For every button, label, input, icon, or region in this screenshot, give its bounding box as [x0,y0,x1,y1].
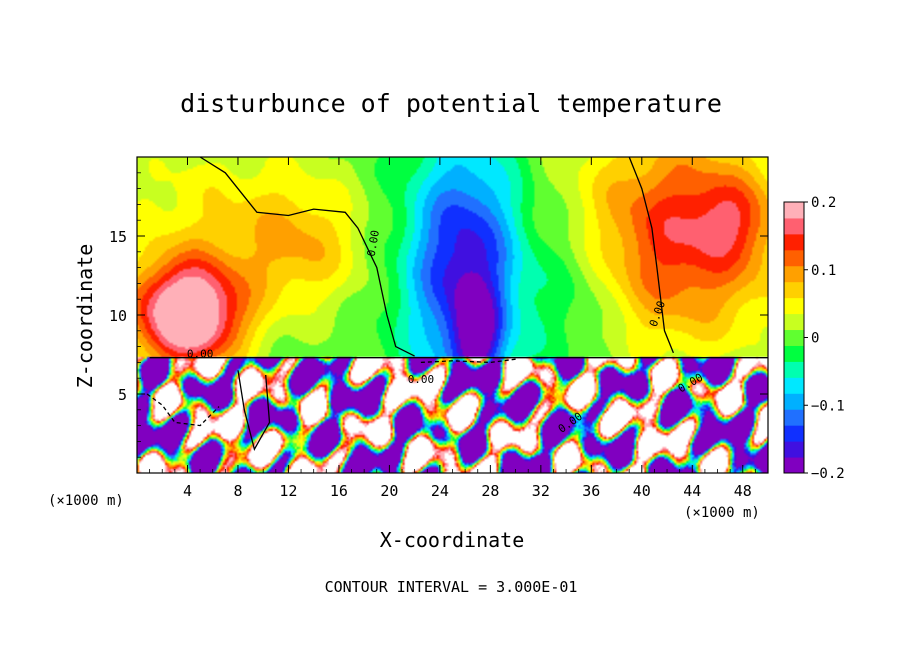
x-unit-label-right: (×1000 m) [684,505,760,521]
x-tick-label: 32 [532,482,550,500]
y-ticks: 5 10 15 [109,172,768,458]
contour-line [237,370,271,452]
colorbar-tick-label: −0.1 [811,398,845,414]
colorbar-band [784,457,804,474]
colorbar-band [784,425,804,442]
colorbar: 0.2 0.1 0 −0.1 −0.2 [783,195,845,482]
colorbar-tick-label: 0.2 [811,195,836,211]
colorbar-band [784,265,804,283]
colorbar-band [784,345,804,362]
colorbar-tick-label: 0 [811,331,819,347]
x-tick-label: 24 [431,482,449,500]
x-axis-label: X-coordinate [380,528,525,552]
x-tick-label: 36 [582,482,600,500]
y-tick-label: 10 [109,307,127,325]
x-tick-label: 16 [330,482,348,500]
contour-lines: 0.000.000.000.00 0.000.00 [146,156,768,452]
contour-interval-footer: CONTOUR INTERVAL = 3.000E-01 [325,578,578,596]
colorbar-band [784,202,804,219]
colorbar-band [784,249,804,267]
contour-line [420,358,516,364]
contour-label: 0.00 [408,373,435,386]
contour-line [199,156,415,357]
colorbar-ticks: 0.2 0.1 0 −0.1 −0.2 [804,195,845,482]
colorbar-band [784,297,804,315]
colorbar-band [784,313,804,331]
colorbar-tick-label: 0.1 [811,263,836,279]
colorbar-tick-label: −0.2 [811,466,845,482]
colorbar-band [784,233,804,251]
x-tick-label: 20 [380,482,398,500]
colorbar-bands [784,202,804,474]
x-tick-label: 44 [683,482,701,500]
plot-area: 0.000.000.000.00 0.000.00 4 8 12 16 20 24 28 32 3… [109,156,769,500]
x-ticks: 4 8 12 16 20 24 28 32 36 40 44 48 [149,157,756,500]
x-unit-label-left: (×1000 m) [48,493,124,509]
x-tick-label: 28 [481,482,499,500]
chart-title: disturbunce of potential temperature [180,89,722,118]
colorbar-band [784,393,804,410]
y-tick-label: 5 [118,386,127,404]
x-tick-label: 4 [183,482,192,500]
x-tick-label: 8 [233,482,242,500]
colorbar-band [784,377,804,394]
x-tick-label: 12 [279,482,297,500]
x-tick-label: 48 [734,482,752,500]
contour-label: 0.00 [365,229,382,257]
colorbar-band [784,281,804,299]
y-tick-label: 15 [109,228,127,246]
colorbar-band [784,329,804,346]
contour-label: 0.00 [187,348,214,361]
x-tick-label: 40 [633,482,651,500]
colorbar-band [784,409,804,426]
y-axis-label: Z-coordinate [73,244,97,389]
heatmap-field [137,157,768,473]
contour-line [628,156,675,354]
colorbar-band [784,441,804,458]
colorbar-band [784,217,804,235]
colorbar-band [784,361,804,378]
